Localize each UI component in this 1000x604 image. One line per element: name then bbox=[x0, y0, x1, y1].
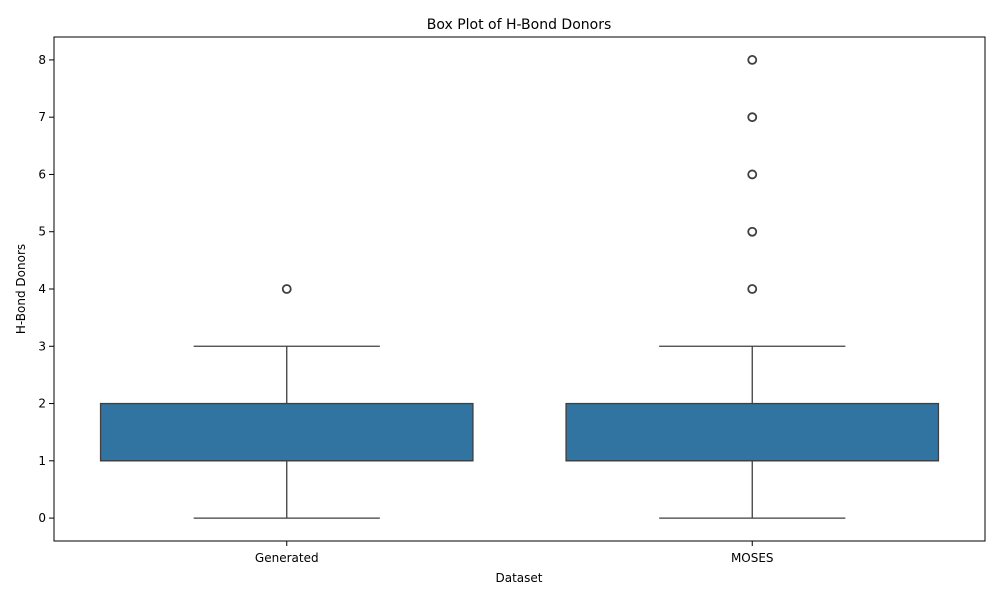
y-tick-label: 8 bbox=[38, 53, 46, 67]
outlier-point bbox=[747, 112, 758, 123]
x-tick-label: Generated bbox=[255, 551, 319, 565]
y-tick-label: 4 bbox=[38, 282, 46, 296]
outlier-point bbox=[747, 226, 758, 237]
outlier-point bbox=[747, 169, 758, 180]
outlier-point bbox=[747, 55, 758, 65]
y-tick-label: 6 bbox=[38, 167, 46, 181]
box-group bbox=[99, 55, 940, 519]
y-tick-label: 5 bbox=[38, 225, 46, 239]
y-tick-label: 3 bbox=[38, 339, 46, 353]
x-tick-label: MOSES bbox=[731, 551, 774, 565]
plot-frame bbox=[53, 36, 986, 542]
outlier-point bbox=[281, 284, 292, 294]
y-ticks: 0 1 2 3 4 5 6 7 8 bbox=[38, 53, 54, 525]
box-iqr bbox=[565, 402, 940, 462]
x-ticks: Generated MOSES bbox=[255, 541, 774, 565]
outlier-point bbox=[747, 284, 758, 294]
y-axis-label: H-Bond Donors bbox=[14, 244, 28, 334]
y-tick-label: 7 bbox=[38, 110, 46, 124]
box-iqr bbox=[99, 402, 474, 462]
y-tick-label: 2 bbox=[38, 397, 46, 411]
y-tick-label: 1 bbox=[38, 454, 46, 468]
y-tick-label: 0 bbox=[38, 511, 46, 525]
x-axis-label: Dataset bbox=[496, 571, 543, 585]
chart-title: Box Plot of H-Bond Donors bbox=[427, 17, 612, 33]
